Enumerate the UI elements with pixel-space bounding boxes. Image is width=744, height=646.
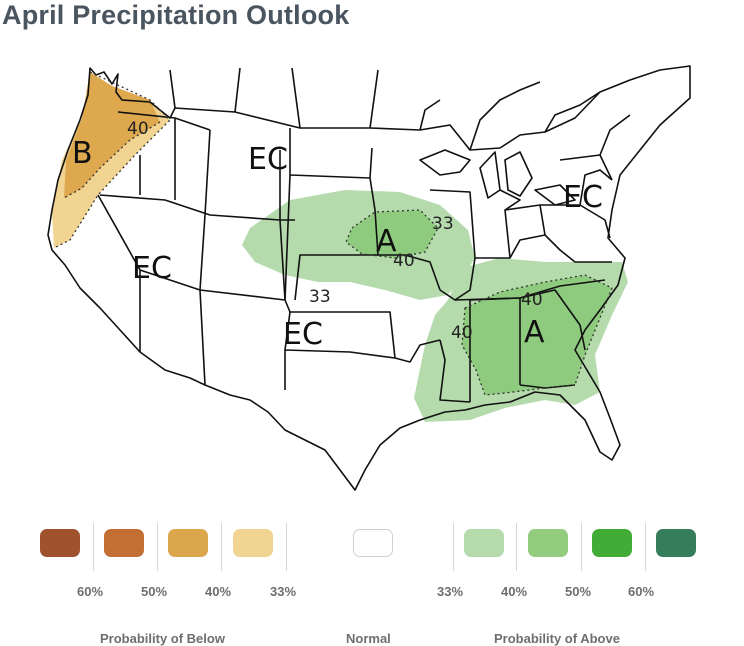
contour-label-central-40: 40 bbox=[393, 251, 415, 271]
probability-contours bbox=[53, 71, 613, 396]
below-label: B bbox=[72, 136, 93, 171]
legend-tick bbox=[581, 523, 582, 571]
legend-label-above-50: 50% bbox=[565, 584, 592, 599]
legend-swatch-below-33 bbox=[233, 529, 273, 557]
legend-tick bbox=[157, 523, 158, 571]
legend-tick bbox=[93, 523, 94, 571]
legend-tick bbox=[286, 523, 287, 571]
legend-tick bbox=[453, 523, 454, 571]
legend-tick bbox=[645, 523, 646, 571]
legend-category-normal: Normal bbox=[346, 631, 391, 646]
legend-tick bbox=[221, 523, 222, 571]
contour-label-central-33-south: 33 bbox=[309, 287, 331, 307]
legend-swatch-above-33 bbox=[464, 529, 504, 557]
legend-swatch-normal bbox=[353, 529, 393, 557]
page-title: April Precipitation Outlook bbox=[2, 0, 350, 30]
precipitation-outlook-map: EC EC EC EC B A A 40 33 40 33 40 40 bbox=[47, 65, 691, 491]
ec-label-south: EC bbox=[283, 317, 323, 352]
legend-label-above-33: 33% bbox=[437, 584, 464, 599]
legend-category-below: Probability of Below bbox=[100, 631, 225, 646]
above-40-southeast-region bbox=[462, 275, 612, 395]
contour-label-nw-40: 40 bbox=[127, 119, 149, 139]
ec-label-north: EC bbox=[248, 142, 288, 177]
legend-swatch-above-50 bbox=[592, 529, 632, 557]
legend-label-below-33: 33% bbox=[270, 584, 297, 599]
legend-swatch-below-40 bbox=[168, 529, 208, 557]
above-label-central: A bbox=[376, 224, 397, 259]
contour-label-se-40-west: 40 bbox=[451, 323, 473, 343]
legend-label-above-40: 40% bbox=[501, 584, 528, 599]
legend-swatch-above-40 bbox=[528, 529, 568, 557]
legend-label-above-60: 60% bbox=[628, 584, 655, 599]
legend-category-above: Probability of Above bbox=[494, 631, 620, 646]
legend-swatch-below-50 bbox=[104, 529, 144, 557]
below-40-region bbox=[64, 72, 160, 198]
legend-swatch-below-60 bbox=[40, 529, 80, 557]
legend-swatch-above-60 bbox=[656, 529, 696, 557]
above-label-southeast: A bbox=[524, 315, 545, 350]
legend-label-below-50: 50% bbox=[141, 584, 168, 599]
ec-label-west: EC bbox=[132, 251, 172, 286]
contour-label-central-33: 33 bbox=[432, 214, 454, 234]
legend-tick bbox=[516, 523, 517, 571]
state-boundaries bbox=[47, 65, 691, 491]
legend-label-below-40: 40% bbox=[205, 584, 232, 599]
contour-label-se-40-north: 40 bbox=[521, 290, 543, 310]
ec-label-northeast: EC bbox=[563, 180, 603, 215]
legend-label-below-60: 60% bbox=[77, 584, 104, 599]
above-40-central-region bbox=[346, 210, 438, 258]
